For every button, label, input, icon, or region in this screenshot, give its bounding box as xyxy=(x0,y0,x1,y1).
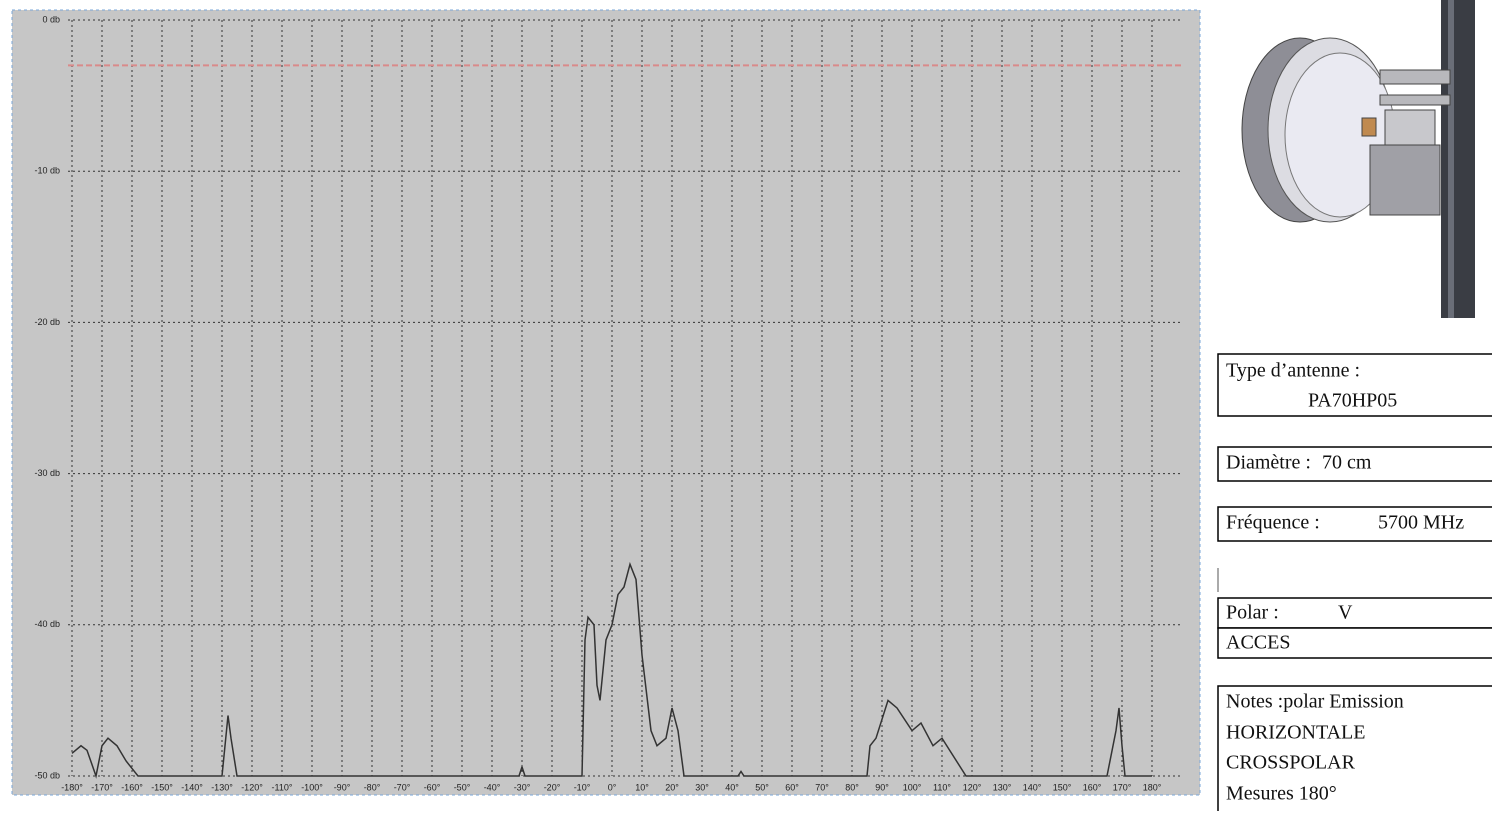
x-tick-label: -120° xyxy=(241,782,263,792)
note-line: Mesures 180° xyxy=(1226,783,1337,805)
y-tick-label: -40 db xyxy=(34,619,60,629)
x-tick-label: 80° xyxy=(845,782,859,792)
note-line: CROSSPOLAR xyxy=(1226,752,1356,774)
x-tick-label: -180° xyxy=(61,782,83,792)
x-tick-label: -80° xyxy=(364,782,381,792)
x-tick-label: -40° xyxy=(484,782,501,792)
info-value: 5700 MHz xyxy=(1378,512,1464,534)
pattern-line xyxy=(71,561,1152,779)
x-tick-label: 150° xyxy=(1053,782,1072,792)
info-value: ACCES xyxy=(1226,632,1290,654)
info-box xyxy=(1217,627,1492,659)
x-tick-label: -150° xyxy=(151,782,173,792)
info-label: Type d’antenne : xyxy=(1226,360,1360,382)
x-tick-label: 30° xyxy=(695,782,709,792)
y-tick-label: -30 db xyxy=(34,468,60,478)
x-tick-label: 140° xyxy=(1023,782,1042,792)
info-box xyxy=(1217,353,1492,417)
x-tick-label: 20° xyxy=(665,782,679,792)
info-label: Diamètre : xyxy=(1226,452,1311,474)
info-value: PA70HP05 xyxy=(1308,390,1397,412)
info-value: 70 cm xyxy=(1322,452,1372,474)
x-tick-label: 120° xyxy=(963,782,982,792)
x-tick-label: 160° xyxy=(1083,782,1102,792)
info-box xyxy=(1217,597,1492,629)
info-value: V xyxy=(1338,602,1353,624)
note-line: HORIZONTALE xyxy=(1226,722,1365,744)
x-tick-label: 40° xyxy=(725,782,739,792)
antenna-illustration xyxy=(1241,0,1475,318)
x-tick-label: -130° xyxy=(211,782,233,792)
x-tick-label: 10° xyxy=(635,782,649,792)
x-tick-label: -110° xyxy=(272,782,293,792)
x-tick-label: 130° xyxy=(993,782,1012,792)
note-line: Notes :polar Emission xyxy=(1226,691,1404,713)
x-tick-label: -90° xyxy=(334,782,351,792)
y-tick-label: -10 db xyxy=(34,166,60,176)
x-tick-label: 70° xyxy=(815,782,829,792)
x-tick-label: -20° xyxy=(544,782,561,792)
x-tick-label: 0° xyxy=(608,782,617,792)
plot-area xyxy=(11,9,1201,796)
x-tick-label: -100° xyxy=(301,782,323,792)
x-tick-label: -50° xyxy=(454,782,471,792)
x-tick-label: -30° xyxy=(514,782,531,792)
x-tick-label: 170° xyxy=(1113,782,1132,792)
info-box xyxy=(1217,506,1492,542)
y-tick-label: 0 db xyxy=(42,14,60,24)
x-tick-label: -60° xyxy=(424,782,441,792)
x-tick-label: -10° xyxy=(574,782,591,792)
x-tick-label: -70° xyxy=(394,782,411,792)
info-label: Polar : xyxy=(1226,602,1279,624)
info-label: Fréquence : xyxy=(1226,512,1320,534)
x-tick-label: 100° xyxy=(903,782,922,792)
x-tick-label: -170° xyxy=(91,782,113,792)
y-tick-label: -20 db xyxy=(34,317,60,327)
info-box xyxy=(1217,685,1492,816)
info-box xyxy=(1217,446,1492,482)
x-tick-label: 50° xyxy=(755,782,769,792)
x-tick-label: -160° xyxy=(121,782,143,792)
y-tick-label: -50 db xyxy=(34,770,60,780)
x-tick-label: 180° xyxy=(1143,782,1162,792)
x-tick-label: 60° xyxy=(785,782,799,792)
info-panel: Type d’antenne : PA70HP05 Diamètre : 70 … xyxy=(1217,353,1492,816)
x-tick-label: -140° xyxy=(181,782,203,792)
x-tick-label: 110° xyxy=(933,782,951,792)
x-tick-label: 90° xyxy=(875,782,889,792)
